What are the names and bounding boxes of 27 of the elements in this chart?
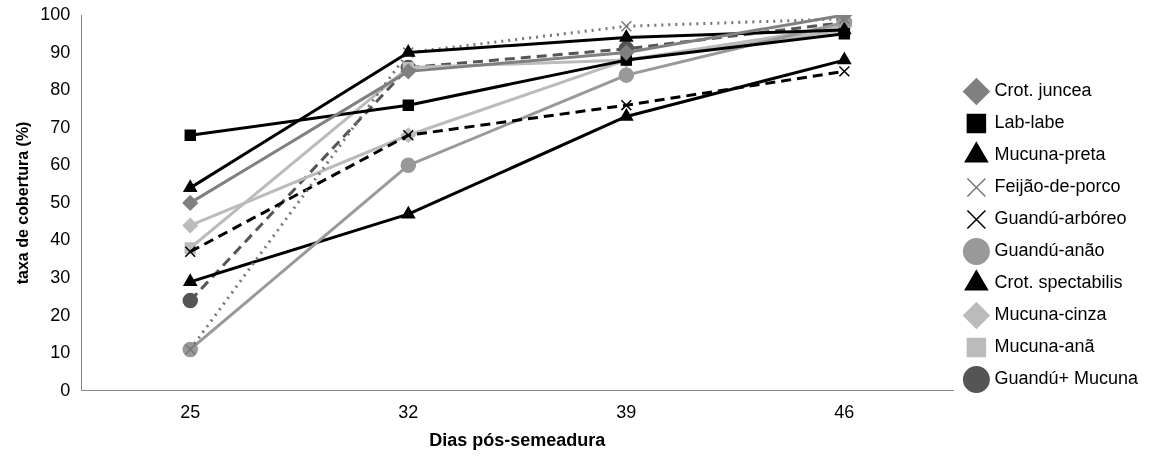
legend-label: Guandú-anão [994,240,1105,261]
y-tick-label: 30 [50,267,71,288]
y-tick-label: 60 [50,154,71,175]
legend-label: Mucuna-preta [994,144,1107,165]
x-axis-title: Dias pós-semeadura [429,430,607,451]
y-tick-label: 10 [50,342,71,363]
legend-label: Crot. juncea [994,80,1093,101]
y-tick-label: 40 [50,229,71,250]
legend-label: Crot. spectabilis [994,272,1123,293]
x-tick-label: 32 [398,401,419,422]
legend-label: Mucuna-cinza [994,304,1108,325]
y-tick-label: 100 [40,3,71,24]
y-tick-label: 0 [60,379,71,400]
y-tick-label: 70 [50,116,71,137]
x-tick-label: 46 [834,401,855,422]
x-tick-label: 25 [180,401,201,422]
y-tick-label: 20 [50,304,71,325]
legend-label: Mucuna-anã [994,336,1096,357]
legend-label: Lab-labe [994,112,1065,133]
legend-label: Guandú-arbóreo [994,208,1127,229]
y-tick-label: 50 [50,191,71,212]
y-tick-label: 80 [50,79,71,100]
legend-label: Feijão-de-porco [994,176,1121,197]
y-tick-label: 90 [50,41,71,62]
x-tick-label: 39 [616,401,637,422]
legend-label: Guandú+ Mucuna [994,368,1139,389]
y-axis-title: taxa de cobertura (%) [14,121,32,285]
